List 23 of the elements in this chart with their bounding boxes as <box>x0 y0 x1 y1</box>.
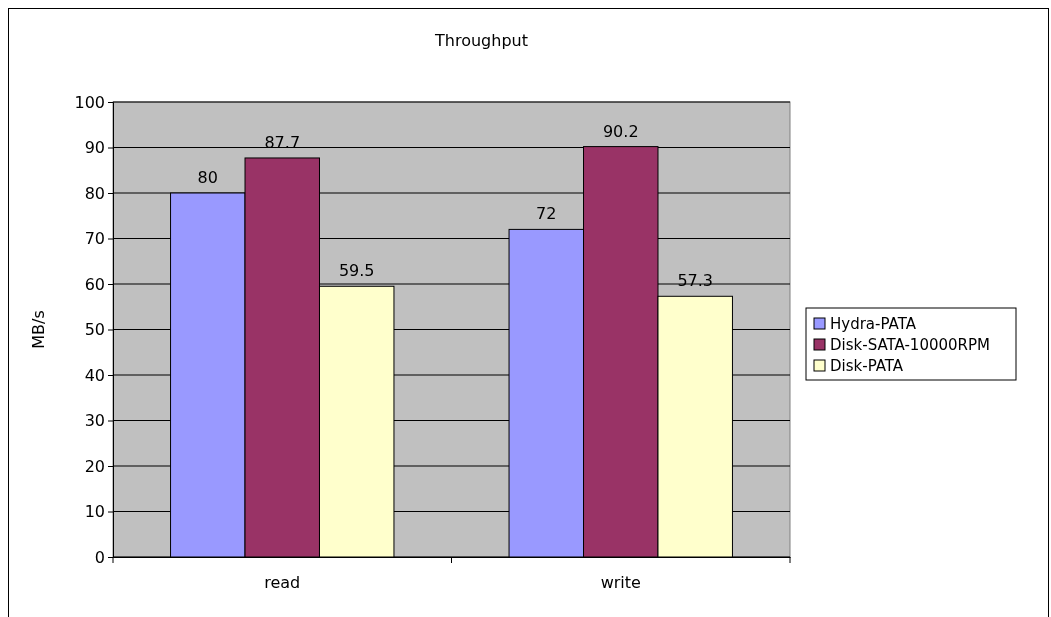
y-tick-label: 30 <box>84 411 105 431</box>
y-tick-label: 80 <box>84 183 105 203</box>
data-label: 72 <box>536 204 557 224</box>
y-axis-title: MB/s <box>29 310 48 349</box>
data-label: 57.3 <box>677 271 714 291</box>
data-label: 59.5 <box>338 261 375 281</box>
y-tick-label: 60 <box>84 274 105 294</box>
y-tick-label: 40 <box>84 365 105 385</box>
legend-label: Hydra-PATA <box>830 315 917 333</box>
y-tick-label: 20 <box>84 456 105 476</box>
y-tick-label: 0 <box>94 547 105 567</box>
y-tick-label: 70 <box>84 229 105 249</box>
y-tick-label: 90 <box>84 138 105 158</box>
y-tick-label: 100 <box>74 92 105 112</box>
legend-label: Disk-SATA-10000RPM <box>830 336 990 354</box>
chart-title: Throughput <box>434 31 528 50</box>
data-label: 80 <box>197 168 218 187</box>
y-tick-label: 50 <box>84 320 105 340</box>
data-label: 90.2 <box>602 121 639 141</box>
x-tick-label: write <box>600 573 641 593</box>
x-tick-label: read <box>264 573 301 593</box>
y-tick-label: 10 <box>84 502 105 522</box>
legend-label: Disk-PATA <box>830 357 904 375</box>
